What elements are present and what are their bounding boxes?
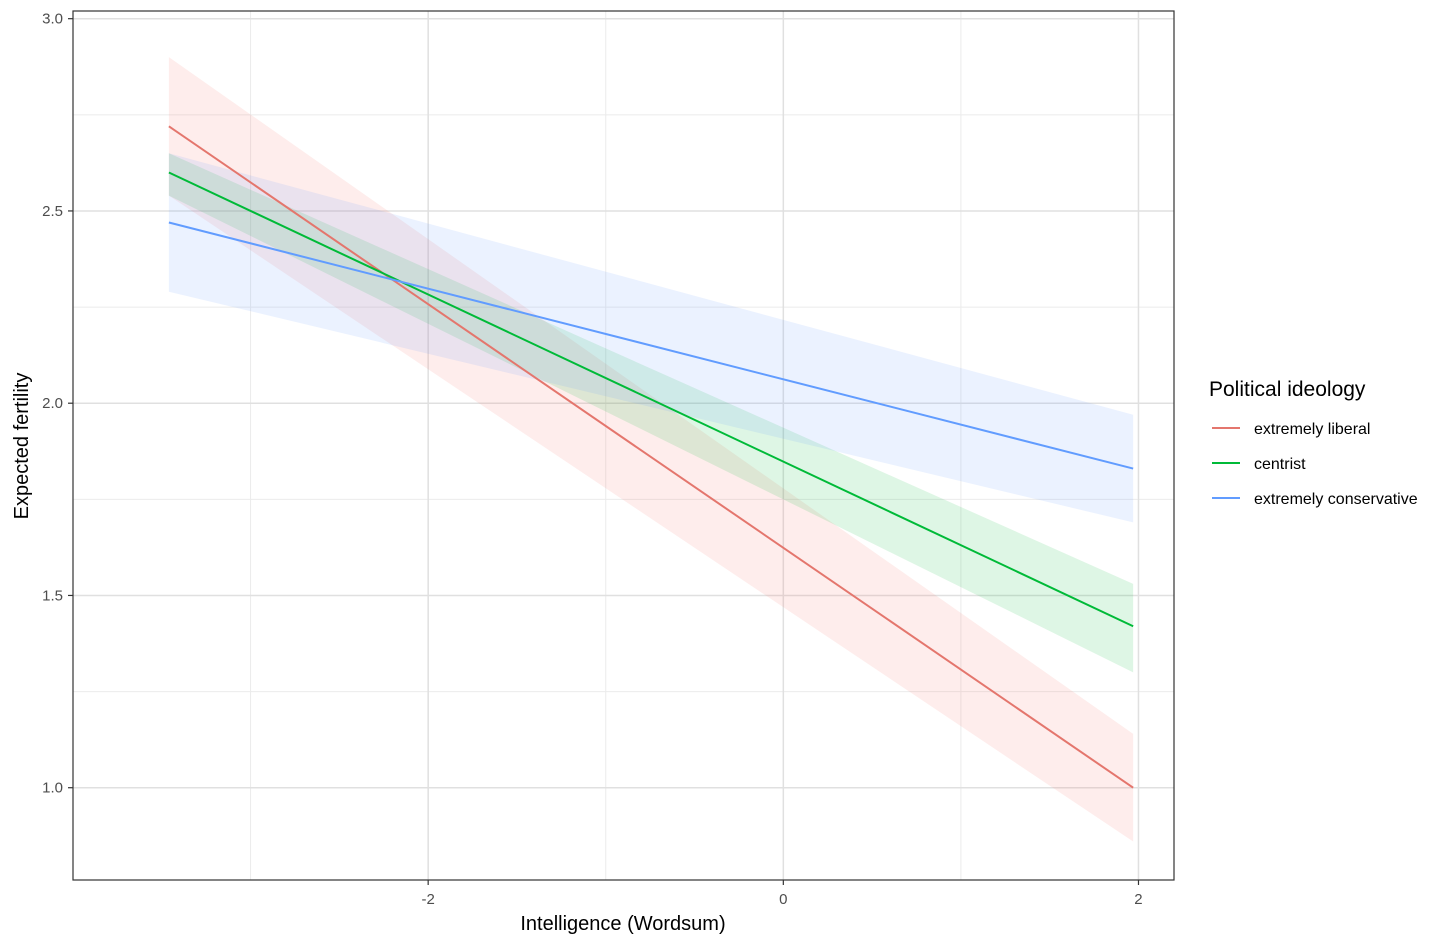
x-axis-ticks: -2 0 2 [421,880,1143,908]
legend-label-series-3: extremely conservative [1254,491,1418,508]
x-tick-label: 2 [1134,891,1142,908]
x-axis-title: Intelligence (Wordsum) [520,913,725,935]
major-gridlines [73,11,1174,880]
line-series-1 [168,125,1134,789]
x-tick-label: 0 [779,891,787,908]
x-tick-label: -2 [421,891,434,908]
ribbon-series-1 [168,57,1134,842]
y-tick-label: 3.0 [42,11,63,28]
legend-title: Political ideology [1209,378,1366,401]
minor-gridlines [73,11,1174,880]
plot-border [72,10,1175,881]
series-lines [168,125,1134,789]
line-series-3 [168,221,1134,470]
y-tick-label: 1.5 [42,587,63,604]
y-tick-label: 2.5 [42,203,63,220]
legend-label-series-2: centrist [1254,456,1306,473]
ribbon-series-3 [168,153,1134,523]
legend-label-series-1: extremely liberal [1254,421,1370,438]
y-axis-ticks: 1.0 1.5 2.0 2.5 3.0 [42,11,73,797]
legend: Political ideology extremely liberal cent… [1209,378,1418,508]
line-series-2 [168,171,1134,628]
y-tick-label: 1.0 [42,780,63,797]
y-tick-label: 2.0 [42,395,63,412]
y-axis-title: Expected fertility [11,373,33,520]
plot-panel [73,11,1174,880]
